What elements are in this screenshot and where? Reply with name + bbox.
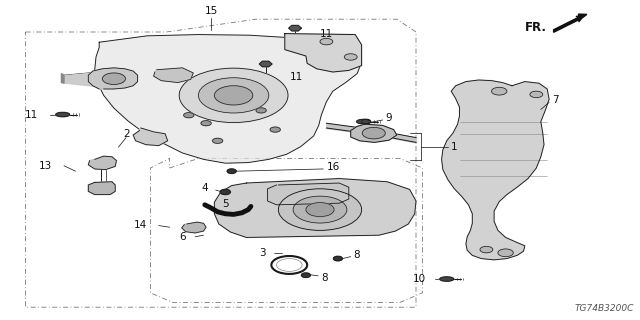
Circle shape bbox=[270, 127, 280, 132]
Circle shape bbox=[498, 249, 513, 257]
Text: TG74B3200C: TG74B3200C bbox=[574, 304, 634, 313]
Circle shape bbox=[362, 127, 385, 139]
Polygon shape bbox=[440, 277, 454, 281]
Circle shape bbox=[198, 78, 269, 113]
Polygon shape bbox=[88, 156, 116, 170]
Text: 15: 15 bbox=[205, 6, 218, 16]
Text: 16: 16 bbox=[326, 162, 340, 172]
Text: 6: 6 bbox=[179, 232, 186, 243]
Circle shape bbox=[293, 196, 347, 223]
Text: 11: 11 bbox=[290, 72, 303, 83]
Circle shape bbox=[306, 203, 334, 217]
Polygon shape bbox=[88, 182, 115, 195]
Polygon shape bbox=[61, 74, 64, 83]
Polygon shape bbox=[154, 68, 193, 83]
Text: FR.: FR. bbox=[525, 21, 547, 34]
Text: 7: 7 bbox=[552, 95, 558, 105]
Circle shape bbox=[102, 73, 125, 84]
Polygon shape bbox=[182, 222, 206, 233]
Polygon shape bbox=[554, 14, 587, 32]
Circle shape bbox=[256, 108, 266, 113]
Circle shape bbox=[201, 121, 211, 126]
Text: 3: 3 bbox=[259, 248, 266, 258]
Text: 8: 8 bbox=[353, 250, 360, 260]
Polygon shape bbox=[442, 80, 549, 260]
Circle shape bbox=[212, 138, 223, 143]
Polygon shape bbox=[289, 25, 301, 31]
Text: 9: 9 bbox=[385, 113, 392, 123]
Circle shape bbox=[220, 189, 230, 195]
Circle shape bbox=[344, 54, 357, 60]
Text: 14: 14 bbox=[134, 220, 147, 230]
Circle shape bbox=[480, 246, 493, 253]
Polygon shape bbox=[259, 61, 272, 67]
Polygon shape bbox=[214, 179, 416, 237]
Polygon shape bbox=[56, 112, 70, 117]
Text: 10: 10 bbox=[412, 274, 426, 284]
Polygon shape bbox=[351, 124, 397, 142]
Text: 11: 11 bbox=[25, 109, 38, 120]
Circle shape bbox=[333, 256, 342, 261]
Text: 13: 13 bbox=[39, 161, 52, 171]
Circle shape bbox=[184, 113, 194, 118]
Text: 2: 2 bbox=[123, 129, 129, 139]
Circle shape bbox=[530, 91, 543, 98]
Text: 5: 5 bbox=[223, 199, 229, 209]
Polygon shape bbox=[88, 68, 138, 89]
Circle shape bbox=[362, 119, 371, 124]
Circle shape bbox=[179, 68, 288, 123]
Circle shape bbox=[278, 189, 362, 230]
Text: 8: 8 bbox=[321, 273, 328, 283]
Text: 11: 11 bbox=[320, 28, 333, 39]
Text: 4: 4 bbox=[202, 183, 208, 193]
Text: 1: 1 bbox=[451, 141, 458, 152]
Circle shape bbox=[227, 169, 236, 173]
Circle shape bbox=[214, 86, 253, 105]
Polygon shape bbox=[268, 183, 349, 205]
Circle shape bbox=[492, 87, 507, 95]
Circle shape bbox=[301, 273, 310, 277]
Polygon shape bbox=[285, 34, 362, 72]
Polygon shape bbox=[356, 119, 371, 124]
Circle shape bbox=[320, 38, 333, 45]
Polygon shape bbox=[95, 35, 362, 163]
Polygon shape bbox=[133, 128, 168, 146]
